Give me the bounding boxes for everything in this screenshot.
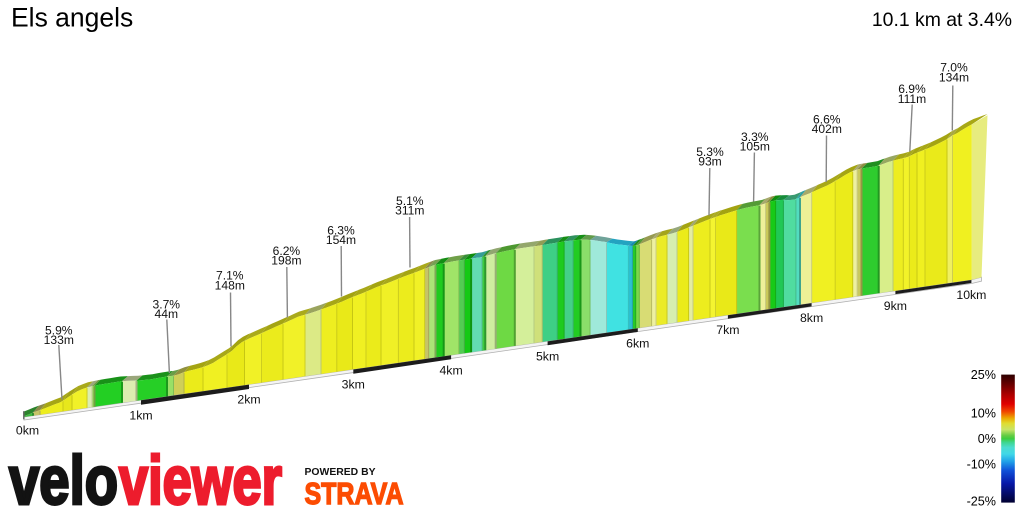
svg-text:5km: 5km [536, 349, 559, 363]
svg-text:7km: 7km [716, 323, 739, 337]
svg-text:10%: 10% [971, 406, 996, 420]
svg-text:311m: 311m [395, 204, 424, 218]
svg-text:velo: velo [9, 442, 118, 512]
svg-text:198m: 198m [271, 254, 301, 268]
svg-text:Els angels: Els angels [11, 2, 133, 32]
svg-text:154m: 154m [326, 233, 356, 247]
svg-text:4km: 4km [439, 363, 462, 377]
svg-text:9km: 9km [884, 299, 907, 313]
svg-text:133m: 133m [44, 333, 74, 347]
svg-text:25%: 25% [971, 368, 996, 382]
svg-text:1km: 1km [129, 408, 152, 422]
svg-text:8km: 8km [800, 311, 823, 325]
svg-text:0km: 0km [16, 424, 39, 438]
svg-text:viewer: viewer [119, 442, 282, 512]
svg-text:STRAVA: STRAVA [305, 476, 404, 511]
svg-text:0%: 0% [978, 432, 996, 446]
svg-text:2km: 2km [237, 393, 260, 407]
svg-text:402m: 402m [812, 122, 842, 136]
svg-text:105m: 105m [740, 140, 770, 154]
svg-text:-25%: -25% [967, 494, 996, 508]
svg-text:10.1 km at 3.4%: 10.1 km at 3.4% [872, 9, 1012, 31]
svg-text:10km: 10km [956, 288, 986, 302]
svg-text:3km: 3km [342, 378, 365, 392]
svg-text:148m: 148m [215, 278, 245, 292]
svg-text:-10%: -10% [967, 458, 996, 472]
svg-text:93m: 93m [698, 155, 722, 169]
svg-text:134m: 134m [939, 70, 969, 84]
svg-text:44m: 44m [155, 307, 179, 321]
svg-text:6km: 6km [626, 336, 649, 350]
svg-text:111m: 111m [898, 92, 926, 106]
